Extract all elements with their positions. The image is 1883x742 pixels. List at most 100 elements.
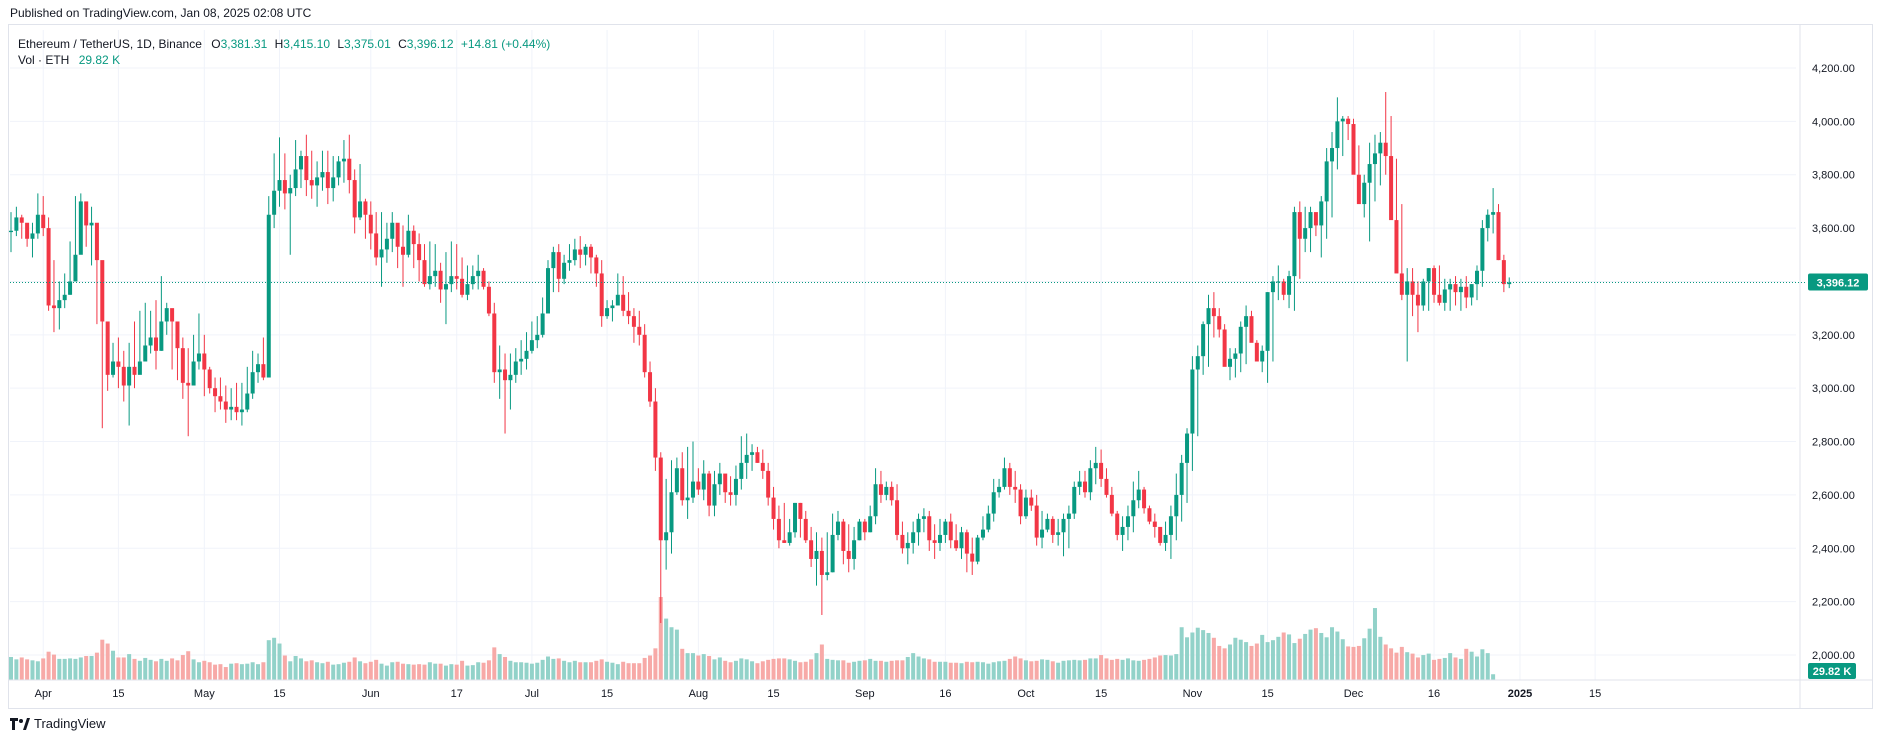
- volume-bar: [1464, 648, 1469, 680]
- candle-body: [1501, 260, 1506, 285]
- x-tick-label: Jun: [362, 688, 380, 700]
- candle-body: [111, 361, 116, 375]
- candle-body: [583, 246, 588, 255]
- volume-bar: [771, 658, 776, 680]
- volume-bar: [202, 660, 207, 680]
- volume-bar: [153, 661, 158, 680]
- candle-body: [186, 382, 191, 386]
- candle-body: [51, 305, 56, 309]
- volume-bar: [1077, 660, 1082, 680]
- volume-bar: [401, 663, 406, 680]
- volume-bar: [680, 648, 685, 680]
- candle-body: [664, 532, 669, 541]
- candle-body: [637, 326, 642, 335]
- x-tick-label: 15: [112, 688, 124, 700]
- volume-bar: [674, 629, 679, 680]
- candle-body: [137, 361, 142, 375]
- volume-bar: [878, 660, 883, 680]
- volume-bar: [250, 662, 255, 680]
- volume-bar: [733, 660, 738, 680]
- volume-bar: [943, 661, 948, 680]
- candle-body: [524, 350, 529, 359]
- volume-bar: [1174, 654, 1179, 680]
- symbol-label: Ethereum / TetherUS, 1D, Binance: [18, 37, 202, 51]
- volume-bar: [374, 659, 379, 680]
- volume-bar: [234, 663, 239, 680]
- volume-bar: [717, 657, 722, 680]
- candle-body: [793, 502, 798, 533]
- candle-body: [256, 364, 261, 373]
- volume-bar: [266, 640, 271, 680]
- volume-bar: [465, 665, 470, 680]
- volume-bar: [1023, 660, 1028, 680]
- candle-body: [932, 540, 937, 543]
- volume-bar: [1346, 646, 1351, 680]
- candle-body: [1056, 532, 1061, 535]
- candle-body: [658, 457, 663, 541]
- candle-body: [347, 158, 352, 181]
- x-tick-label: 15: [767, 688, 779, 700]
- ohlc-line: Ethereum / TetherUS, 1D, Binance O3,381.…: [18, 36, 550, 52]
- candle-body: [476, 270, 481, 277]
- volume-bar: [1238, 639, 1243, 680]
- volume-bar: [562, 660, 567, 680]
- volume-bar: [852, 661, 857, 680]
- volume-bar: [1297, 638, 1302, 680]
- volume-bar: [245, 663, 250, 680]
- volume-badge-label: 29.82 K: [1813, 666, 1852, 678]
- volume-bar: [1372, 608, 1377, 680]
- candle-body: [1168, 516, 1173, 535]
- candle-body: [1206, 308, 1211, 325]
- y-tick-label: 3,800.00: [1812, 170, 1855, 182]
- candle-body: [1383, 142, 1388, 157]
- volume-bar: [819, 644, 824, 680]
- volume-bar: [175, 660, 180, 680]
- volume-bar: [304, 661, 309, 680]
- volume-bar: [508, 660, 513, 680]
- y-tick-label: 2,600.00: [1812, 490, 1855, 502]
- candle-body: [379, 249, 384, 258]
- volume-bar: [384, 665, 389, 680]
- volume-bar: [685, 653, 690, 680]
- volume-bar: [524, 662, 529, 680]
- candle-body: [938, 534, 943, 543]
- volume-bar: [889, 660, 894, 680]
- candle-body: [540, 313, 545, 335]
- volume-bar: [658, 597, 663, 680]
- volume-bar: [707, 656, 712, 680]
- volume-bar: [664, 618, 669, 680]
- chart-legend: Ethereum / TetherUS, 1D, Binance O3,381.…: [18, 36, 550, 68]
- chart-frame[interactable]: [8, 24, 1873, 709]
- volume-bar: [341, 662, 346, 680]
- candle-body: [873, 484, 878, 517]
- candle-body: [1399, 273, 1404, 295]
- candle-body: [395, 222, 400, 247]
- candle-body: [1104, 478, 1109, 495]
- candle-body: [1254, 342, 1259, 362]
- candle-body: [358, 201, 363, 218]
- candle-body: [674, 468, 679, 493]
- x-tick-label: 15: [273, 688, 285, 700]
- candle-body: [62, 294, 67, 301]
- candle-body: [25, 222, 30, 239]
- candle-body: [325, 172, 330, 189]
- volume-bar: [438, 663, 443, 680]
- candle-body: [1448, 284, 1453, 290]
- volume-bar: [433, 663, 438, 680]
- volume-bar: [535, 662, 540, 680]
- volume-bar: [911, 653, 916, 680]
- candle-body: [578, 249, 583, 255]
- candle-body: [1475, 270, 1480, 285]
- candle-body: [78, 201, 83, 255]
- candle-body: [202, 353, 207, 370]
- tradingview-brand[interactable]: TradingView: [10, 716, 106, 731]
- volume-bar: [148, 659, 153, 680]
- volume-bar: [1072, 659, 1077, 680]
- volume-bar: [25, 659, 30, 680]
- volume-bar: [588, 662, 593, 680]
- volume-bar: [1227, 644, 1232, 680]
- candle-body: [1292, 212, 1297, 277]
- volume-bar: [1088, 658, 1093, 680]
- volume-bar: [196, 662, 201, 680]
